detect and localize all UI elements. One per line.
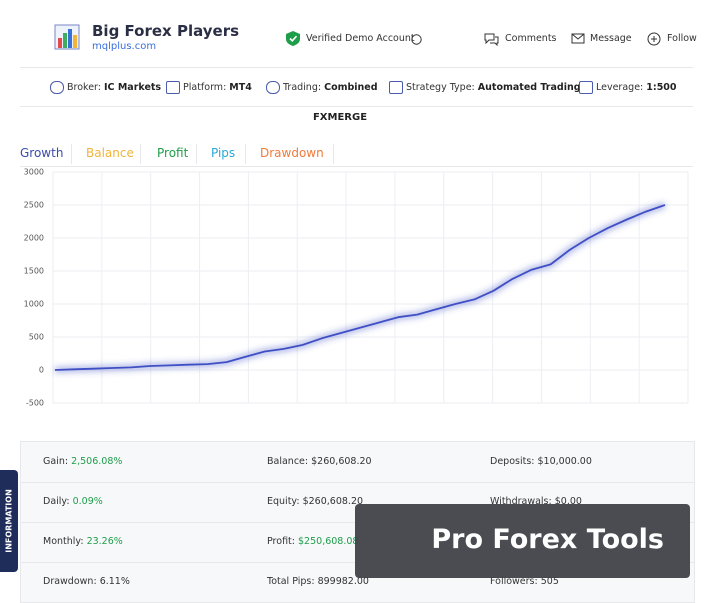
info-item: Strategy Type: Automated Trading bbox=[406, 82, 581, 93]
chart: -500 0 500 1000 1500 2000 2500 3000 bbox=[24, 168, 689, 408]
tab-separator bbox=[245, 144, 246, 164]
stat-label: Total Pips: bbox=[267, 576, 315, 587]
info-item: Platform: MT4 bbox=[183, 82, 252, 93]
tab[interactable]: Pips bbox=[211, 146, 236, 160]
tab[interactable]: Profit bbox=[157, 146, 189, 160]
stat: Total Pips: 899982.00 bbox=[267, 576, 369, 587]
verified-label: Verified Demo Account bbox=[306, 33, 415, 44]
watermark: Pro Forex Tools bbox=[355, 504, 690, 578]
line-glow bbox=[54, 201, 667, 374]
info-label: Strategy Type: bbox=[406, 82, 475, 93]
y-tick-label: 3000 bbox=[24, 168, 44, 177]
info-label: Leverage: bbox=[596, 82, 644, 93]
help-icon[interactable] bbox=[411, 34, 422, 45]
y-tick-label: 500 bbox=[29, 333, 44, 342]
watermark-text: Pro Forex Tools bbox=[431, 524, 664, 555]
stat: Monthly: 23.26% bbox=[43, 536, 123, 547]
divider bbox=[20, 106, 693, 107]
verified-icon bbox=[286, 31, 300, 46]
divider bbox=[20, 67, 693, 68]
stat-value: 0.09% bbox=[72, 496, 103, 507]
side-tab-label: INFORMATION bbox=[4, 489, 14, 553]
message-icon[interactable] bbox=[571, 33, 585, 44]
info-icon bbox=[266, 81, 280, 94]
message-button[interactable]: Message bbox=[590, 33, 632, 44]
tab-separator bbox=[71, 144, 72, 164]
tab-separator bbox=[196, 144, 197, 164]
stat-label: Equity: bbox=[267, 496, 300, 507]
tab-separator bbox=[140, 144, 141, 164]
tab-separator bbox=[333, 144, 334, 164]
y-tick-label: 2500 bbox=[24, 201, 44, 210]
stat-value: 2,506.08% bbox=[71, 456, 123, 467]
stat: Balance: $260,608.20 bbox=[267, 456, 372, 467]
stat-value: $260,608.20 bbox=[302, 496, 364, 507]
info-label: Platform: bbox=[183, 82, 227, 93]
side-tab[interactable]: INFORMATION bbox=[0, 470, 18, 572]
stat-value: 899982.00 bbox=[317, 576, 369, 587]
stat: Daily: 0.09% bbox=[43, 496, 103, 507]
info-item: Trading: Combined bbox=[283, 82, 378, 93]
stat-label: Balance: bbox=[267, 456, 309, 467]
info-icon bbox=[389, 81, 403, 94]
comments-icon[interactable] bbox=[483, 32, 499, 46]
info-icon bbox=[50, 81, 64, 94]
info-label: Broker: bbox=[67, 82, 101, 93]
site-link[interactable]: mqlplus.com bbox=[92, 41, 157, 52]
stat: Followers: 505 bbox=[490, 576, 559, 587]
info-value: Combined bbox=[324, 82, 378, 93]
stat-value: 6.11% bbox=[99, 576, 130, 587]
stat-value: $250,608.08 bbox=[298, 536, 359, 547]
stat-value: $260,608.20 bbox=[311, 456, 372, 467]
follow-icon[interactable] bbox=[647, 32, 661, 46]
y-tick-label: 1000 bbox=[24, 300, 44, 309]
stat-value: 23.26% bbox=[86, 536, 123, 547]
comments-button[interactable]: Comments bbox=[505, 33, 557, 44]
y-tick-label: -500 bbox=[26, 399, 44, 408]
info-label: Trading: bbox=[283, 82, 322, 93]
site-title: Big Forex Players bbox=[92, 22, 240, 40]
stat-label: Daily: bbox=[43, 496, 70, 507]
stat-label: Followers: bbox=[490, 576, 538, 587]
stat: Profit: $250,608.08 bbox=[267, 536, 358, 547]
row-divider bbox=[21, 482, 694, 483]
info-item: Leverage: 1:500 bbox=[596, 82, 677, 93]
y-tick-label: 2000 bbox=[24, 234, 44, 243]
stat-label: Withdrawals: bbox=[490, 496, 552, 507]
divider bbox=[20, 166, 693, 167]
account-name: FXMERGE bbox=[312, 112, 368, 123]
info-value: Automated Trading bbox=[477, 82, 581, 93]
tab[interactable]: Growth bbox=[20, 146, 64, 160]
tab[interactable]: Drawdown bbox=[260, 146, 324, 160]
stat-label: Deposits: bbox=[490, 456, 535, 467]
stat-label: Monthly: bbox=[43, 536, 84, 547]
stat: Withdrawals: $0.00 bbox=[490, 496, 582, 507]
info-item: Broker: IC Markets bbox=[67, 82, 161, 93]
info-value: IC Markets bbox=[104, 82, 162, 93]
line bbox=[54, 204, 666, 371]
stat: Drawdown: 6.11% bbox=[43, 576, 130, 587]
stat: Equity: $260,608.20 bbox=[267, 496, 363, 507]
info-value: 1:500 bbox=[646, 82, 677, 93]
stat-value: 505 bbox=[540, 576, 559, 587]
stat-label: Gain: bbox=[43, 456, 69, 467]
y-tick-label: 1500 bbox=[24, 267, 44, 276]
info-icon bbox=[579, 81, 593, 94]
info-value: MT4 bbox=[229, 82, 252, 93]
stat-label: Profit: bbox=[267, 536, 295, 547]
stat: Deposits: $10,000.00 bbox=[490, 456, 592, 467]
stat-label: Drawdown: bbox=[43, 576, 97, 587]
logo bbox=[54, 24, 80, 50]
stat-value: $0.00 bbox=[554, 496, 582, 507]
stat-value: $10,000.00 bbox=[537, 456, 592, 467]
follow-button[interactable]: Follow bbox=[667, 33, 697, 44]
y-tick-label: 0 bbox=[39, 366, 44, 375]
info-icon bbox=[166, 81, 180, 94]
tab[interactable]: Balance bbox=[86, 146, 134, 160]
stat: Gain: 2,506.08% bbox=[43, 456, 122, 467]
